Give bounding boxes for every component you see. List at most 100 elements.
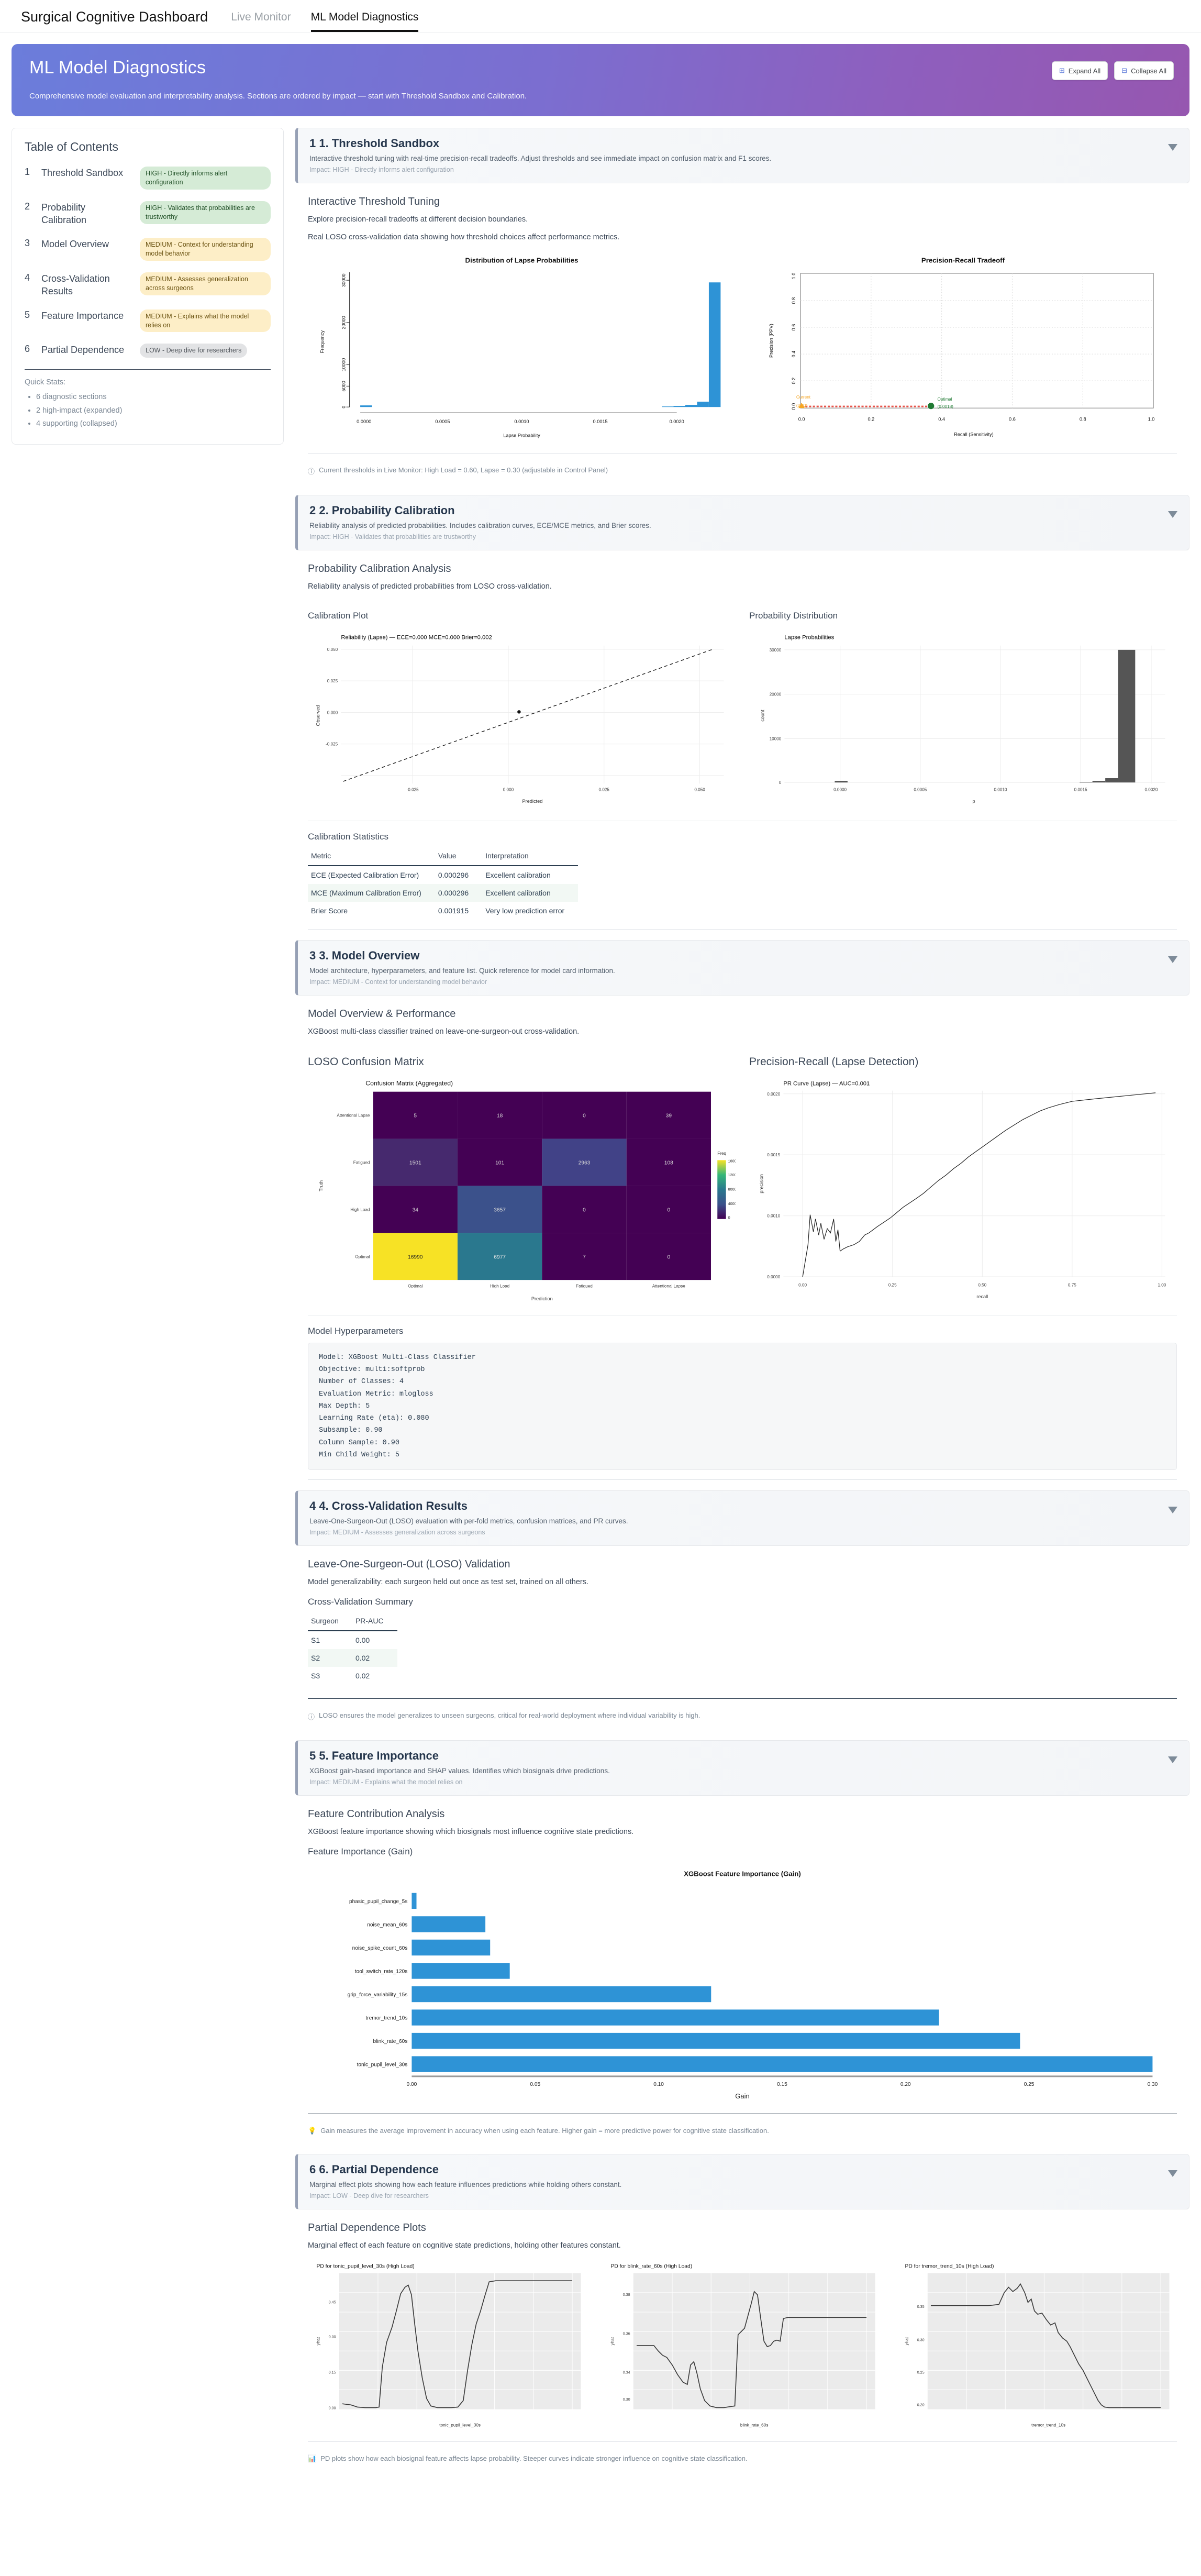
list-item: 4 supporting (collapsed) bbox=[36, 417, 271, 430]
svg-text:16000: 16000 bbox=[728, 1159, 736, 1163]
svg-text:Lapse Probability: Lapse Probability bbox=[503, 433, 540, 438]
toc-label: Partial Dependence bbox=[41, 345, 125, 356]
column-header-pr-auc: PR-AUC bbox=[352, 1613, 397, 1631]
cell-surgeon: S1 bbox=[311, 1635, 320, 1644]
svg-text:0.2: 0.2 bbox=[791, 378, 796, 384]
tab-ml-model-diagnostics[interactable]: ML Model Diagnostics bbox=[310, 11, 419, 32]
block-text: Reliability analysis of predicted probab… bbox=[308, 582, 552, 591]
toc-impact-badge: MEDIUM - Assesses generalization across … bbox=[140, 272, 271, 295]
svg-text:0.45: 0.45 bbox=[329, 2300, 336, 2305]
svg-text:p: p bbox=[972, 799, 975, 804]
svg-text:5000: 5000 bbox=[341, 381, 346, 391]
collapse-icon: ⊟ bbox=[1121, 67, 1128, 74]
chart-pr-curve-lapse: PR Curve (Lapse) — AUC=0.001 bbox=[749, 1075, 1177, 1304]
svg-text:0: 0 bbox=[667, 1254, 670, 1260]
svg-text:0.0010: 0.0010 bbox=[514, 419, 529, 424]
section-body: Probability Calibration Analysis Reliabi… bbox=[295, 550, 1189, 935]
list-item: 6 diagnostic sections bbox=[36, 391, 271, 404]
collapse-all-label: Collapse All bbox=[1131, 67, 1166, 75]
section-impact: Impact: MEDIUM - Context for understandi… bbox=[309, 978, 487, 986]
section-description: Reliability analysis of predicted probab… bbox=[309, 521, 651, 529]
toc-item-probability-calibration[interactable]: 2 Probability Calibration HIGH - Validat… bbox=[25, 201, 271, 227]
svg-text:PD for tonic_pupil_level_30s (: PD for tonic_pupil_level_30s (High Load) bbox=[317, 2264, 415, 2270]
svg-text:Attentional Lapse: Attentional Lapse bbox=[337, 1113, 370, 1118]
section-rule bbox=[308, 452, 1177, 454]
cell-surgeon: S3 bbox=[311, 1671, 320, 1680]
table-row: S3 0.02 bbox=[308, 1667, 397, 1685]
expand-all-button[interactable]: ⊞ Expand All bbox=[1051, 61, 1108, 80]
svg-text:Fatigued: Fatigued bbox=[576, 1284, 593, 1288]
hyperparameters-title: Model Hyperparameters bbox=[308, 1325, 404, 1336]
chevron-down-icon[interactable] bbox=[1168, 1756, 1177, 1763]
toc-item-cross-validation-results[interactable]: 4 Cross-Validation Results MEDIUM - Asse… bbox=[25, 272, 271, 298]
toc-impact-badge: LOW - Deep dive for researchers bbox=[140, 344, 248, 358]
chevron-down-icon[interactable] bbox=[1168, 2170, 1177, 2177]
column-header-interpretation: Interpretation bbox=[482, 848, 579, 866]
svg-text:0.30: 0.30 bbox=[917, 2338, 925, 2342]
section-description: Marginal effect plots showing how each f… bbox=[309, 2181, 622, 2189]
section-impact: Impact: HIGH - Directly informs alert co… bbox=[309, 166, 454, 173]
toc-item-partial-dependence[interactable]: 6 Partial Dependence LOW - Deep dive for… bbox=[25, 344, 271, 358]
section-header-model-overview[interactable]: 3 3. Model Overview Model architecture, … bbox=[295, 939, 1189, 996]
svg-text:0.0020: 0.0020 bbox=[1144, 787, 1158, 792]
svg-text:0: 0 bbox=[779, 780, 782, 785]
section-body: Feature Contribution Analysis XGBoost fe… bbox=[295, 1796, 1189, 2119]
svg-text:0.0005: 0.0005 bbox=[435, 419, 450, 424]
svg-text:7: 7 bbox=[583, 1254, 586, 1260]
svg-text:XGBoost Feature Importance (Ga: XGBoost Feature Importance (Gain) bbox=[684, 1870, 800, 1877]
svg-text:Fatigued: Fatigued bbox=[353, 1160, 370, 1165]
svg-text:2963: 2963 bbox=[579, 1160, 591, 1166]
chart-icon: 📊 bbox=[308, 2455, 317, 2463]
toc-label: Feature Importance bbox=[41, 310, 124, 321]
section-footer-note: ⓘ LOSO ensures the model generalizes to … bbox=[295, 1704, 1189, 1735]
section-header-probability-calibration[interactable]: 2 2. Probability Calibration Reliability… bbox=[295, 494, 1189, 550]
svg-text:0.00: 0.00 bbox=[798, 1283, 807, 1287]
svg-text:0.000: 0.000 bbox=[503, 787, 514, 792]
chart-pd-tremor-trend-10s: PD for tremor_trend_10s (High Load) bbox=[896, 2259, 1177, 2437]
feature-importance-xlabel: Gain bbox=[735, 2092, 750, 2100]
tab-live-monitor[interactable]: Live Monitor bbox=[231, 11, 291, 23]
toc-item-feature-importance[interactable]: 5 Feature Importance MEDIUM - Explains w… bbox=[25, 309, 271, 333]
collapse-all-button[interactable]: ⊟ Collapse All bbox=[1114, 61, 1174, 80]
quick-stats-title: Quick Stats: bbox=[25, 378, 66, 387]
chevron-down-icon[interactable] bbox=[1168, 956, 1177, 963]
svg-text:Truth: Truth bbox=[319, 1180, 324, 1191]
table-header-row: Metric Value Interpretation bbox=[308, 848, 579, 866]
chevron-down-icon[interactable] bbox=[1168, 1506, 1177, 1513]
cell-value: 0.000296 bbox=[438, 870, 469, 879]
chart-lapse-probability-histogram: Distribution of Lapse Probabilities Freq… bbox=[308, 251, 736, 444]
svg-text:noise_spike_count_60s: noise_spike_count_60s bbox=[352, 1945, 408, 1951]
section-footer-note: 📊 PD plots show how each biosignal featu… bbox=[295, 2447, 1189, 2477]
svg-text:Attentional Lapse: Attentional Lapse bbox=[652, 1284, 685, 1288]
svg-text:0.0020: 0.0020 bbox=[767, 1092, 780, 1097]
toc-item-threshold-sandbox[interactable]: 1 Threshold Sandbox HIGH - Directly info… bbox=[25, 167, 271, 190]
section-header-feature-importance[interactable]: 5 5. Feature Importance XGBoost gain-bas… bbox=[295, 1740, 1189, 1796]
cell-metric: Brier Score bbox=[311, 906, 348, 915]
toc-number: 4 bbox=[25, 272, 30, 283]
svg-text:yhat: yhat bbox=[610, 2337, 615, 2345]
chevron-down-icon[interactable] bbox=[1168, 511, 1177, 518]
toc-item-model-overview[interactable]: 3 Model Overview MEDIUM - Context for un… bbox=[25, 238, 271, 261]
svg-text:tremor_trend_10s: tremor_trend_10s bbox=[1031, 2423, 1065, 2428]
svg-text:precision: precision bbox=[759, 1174, 764, 1193]
section-header-cross-validation-results[interactable]: 4 4. Cross-Validation Results Leave-One-… bbox=[295, 1490, 1189, 1546]
section-header-partial-dependence[interactable]: 6 6. Partial Dependence Marginal effect … bbox=[295, 2154, 1189, 2210]
chevron-down-icon[interactable] bbox=[1168, 144, 1177, 151]
svg-text:PD for tremor_trend_10s (High: PD for tremor_trend_10s (High Load) bbox=[905, 2264, 994, 2270]
svg-text:0.0000: 0.0000 bbox=[767, 1275, 780, 1279]
table-row: S2 0.02 bbox=[308, 1649, 397, 1667]
section-header-threshold-sandbox[interactable]: 1 1. Threshold Sandbox Interactive thres… bbox=[295, 128, 1189, 183]
svg-text:(0.30): (0.30) bbox=[796, 403, 808, 408]
block-text: XGBoost feature importance showing which… bbox=[308, 1827, 634, 1836]
svg-text:0.0000: 0.0000 bbox=[357, 419, 371, 424]
table-row: S1 0.00 bbox=[308, 1631, 397, 1649]
svg-text:0.15: 0.15 bbox=[329, 2370, 336, 2375]
toc-label: Threshold Sandbox bbox=[41, 168, 124, 178]
svg-text:0.0010: 0.0010 bbox=[767, 1214, 780, 1219]
svg-text:101: 101 bbox=[495, 1160, 504, 1166]
section-body: Model Overview & Performance XGBoost mul… bbox=[295, 996, 1189, 1485]
svg-text:Prediction: Prediction bbox=[531, 1296, 553, 1301]
cell-interpretation: Excellent calibration bbox=[485, 870, 551, 879]
chart-probability-distribution: Lapse Probabilities bbox=[749, 627, 1177, 809]
section-rule bbox=[308, 1698, 1177, 1699]
